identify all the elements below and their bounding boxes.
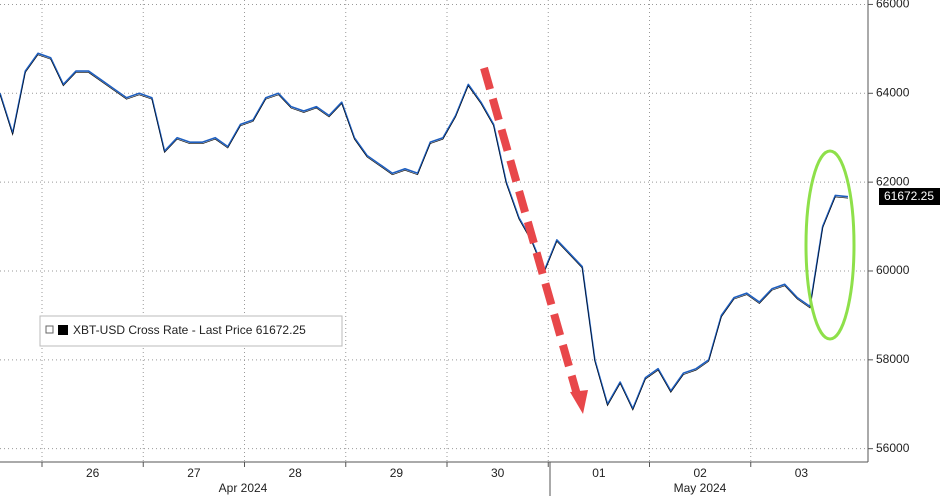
x-tick-label: 27	[187, 466, 201, 480]
last-price-box	[879, 188, 940, 205]
legend-last-price: 61672.25	[256, 323, 306, 337]
arrow-head	[570, 390, 588, 414]
y-tick-label: 66000	[876, 0, 910, 11]
x-tick-label: 02	[693, 466, 707, 480]
legend-swatch	[58, 325, 68, 335]
month-label: Apr 2024	[219, 481, 268, 495]
trend-arrow	[480, 66, 582, 400]
legend: XBT-USD Cross Rate - Last Price 61672.25	[39, 315, 343, 347]
x-tick-label: 30	[491, 466, 505, 480]
highlight-ellipse	[804, 149, 856, 341]
month-label: May 2024	[674, 481, 727, 495]
legend-toggle[interactable]	[45, 325, 54, 334]
x-tick-label: 01	[592, 466, 606, 480]
x-tick-label: 28	[288, 466, 302, 480]
y-tick-label: 56000	[876, 441, 910, 455]
y-tick-label: 62000	[876, 174, 910, 188]
y-tick-label: 58000	[876, 352, 910, 366]
price-line-shadow	[0, 54, 848, 411]
legend-label: XBT-USD Cross Rate - Last Price 61672.25	[73, 323, 306, 337]
legend-box	[39, 315, 343, 347]
y-tick-label: 60000	[876, 263, 910, 277]
legend-name: XBT-USD Cross Rate - Last Price	[73, 323, 253, 337]
x-tick-label: 26	[86, 466, 100, 480]
last-price-label: 61672.25	[884, 189, 934, 203]
y-tick-label: 64000	[876, 85, 910, 99]
x-tick-label: 29	[390, 466, 404, 480]
price-line	[0, 52, 849, 410]
x-tick-label: 03	[795, 466, 809, 480]
